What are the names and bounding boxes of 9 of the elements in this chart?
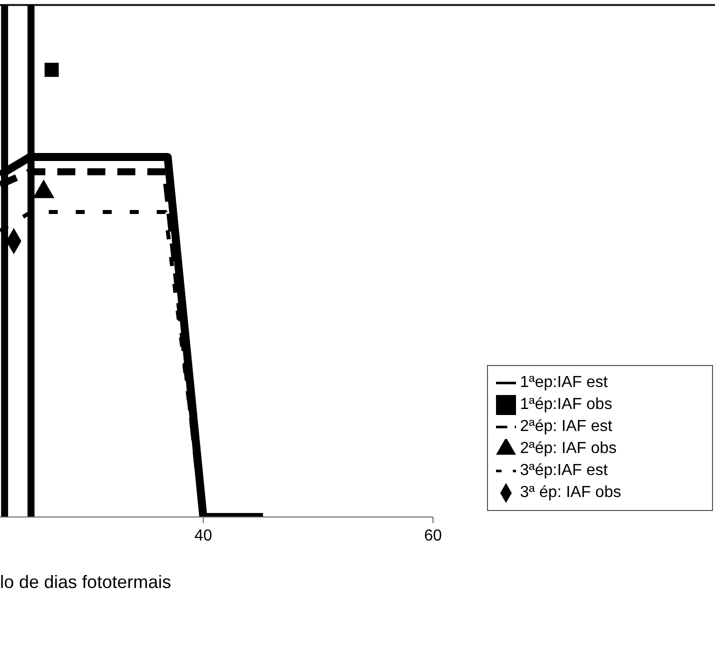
legend-label: 3ª ép: IAF obs [520,484,622,501]
legend-label: 1ªep:IAF est [520,374,608,391]
x-axis-title: lo de dias fototermais [0,572,172,592]
legend-label: 3ªép:IAF est [520,462,608,479]
x-tick-label: 60 [424,527,442,544]
x-tick-label: 40 [194,527,212,544]
legend-label: 2ªép: IAF obs [520,440,617,457]
legend-label: 1ªép:IAF obs [520,396,612,413]
legend-label: 2ªép: IAF est [520,418,612,435]
